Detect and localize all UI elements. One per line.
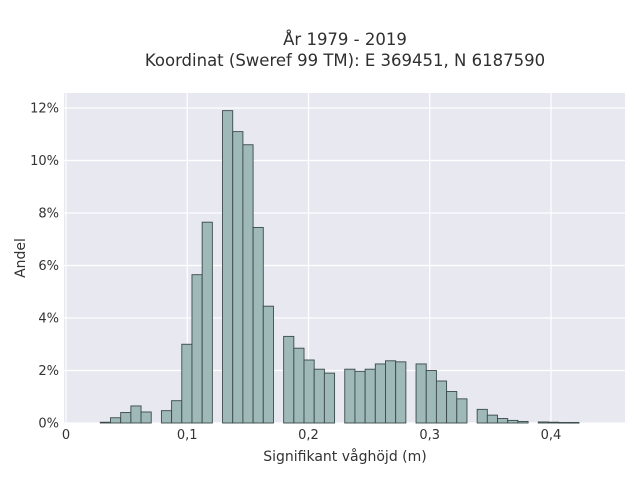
histogram-bar [395,361,407,424]
histogram-bar [558,422,570,424]
histogram-bar [181,343,193,424]
histogram-bar [323,372,336,424]
y-axis-label: Andel [13,238,29,278]
histogram-bar [548,421,560,424]
y-tick-label: 2% [38,364,59,379]
histogram-bar [517,420,529,424]
histogram-bar [456,398,468,424]
histogram-bar [476,408,488,424]
histogram-bar [222,110,234,424]
histogram-bar [99,421,111,424]
histogram-bar [160,410,173,424]
histogram-bar [354,370,366,424]
histogram-bar [191,274,203,424]
x-tick-label: 0 [62,428,70,443]
chart-title-line1: År 1979 - 2019 [283,30,407,49]
histogram-bar [242,144,254,424]
histogram-bar [252,226,264,424]
histogram-bar [446,391,458,424]
histogram-bar [374,363,386,424]
y-tick-label: 12% [30,102,59,117]
histogram-bar [293,347,305,424]
x-tick-label: 0,4 [541,428,562,443]
histogram-bar [171,400,183,424]
x-tick-label: 0,1 [177,428,198,443]
histogram-bar [283,335,295,424]
histogram-bar [385,360,397,424]
histogram-bar [110,417,122,424]
histogram-bar [313,368,325,424]
plot-area [64,93,625,423]
histogram-bar [232,131,244,424]
x-tick-label: 0,3 [419,428,440,443]
y-tick-label: 10% [30,154,59,169]
chart-title-line2: Koordinat (Sweref 99 TM): E 369451, N 61… [145,51,545,70]
histogram-bar [568,422,580,424]
histogram-bar [415,363,427,424]
x-axis-label: Signifikant våghöjd (m) [263,448,426,465]
histogram-bar [262,305,274,424]
histogram-bar [537,421,549,424]
y-tick-label: 0% [38,417,59,432]
histogram-bar [344,368,356,424]
histogram-bar [425,370,437,424]
x-tick-label: 0,2 [298,428,319,443]
histogram-bar [364,368,376,424]
y-tick-label: 8% [38,207,59,222]
histogram-bar [435,380,448,424]
histogram-bar [303,359,315,424]
histogram-bar [497,418,509,424]
histogram-bar [140,411,152,424]
histogram-bar [201,221,213,424]
histogram-bar [120,412,132,424]
y-tick-label: 6% [38,259,59,274]
histogram-bar [507,419,519,424]
histogram-bar [486,414,498,424]
y-tick-label: 4% [38,312,59,327]
histogram-bar [130,405,142,424]
